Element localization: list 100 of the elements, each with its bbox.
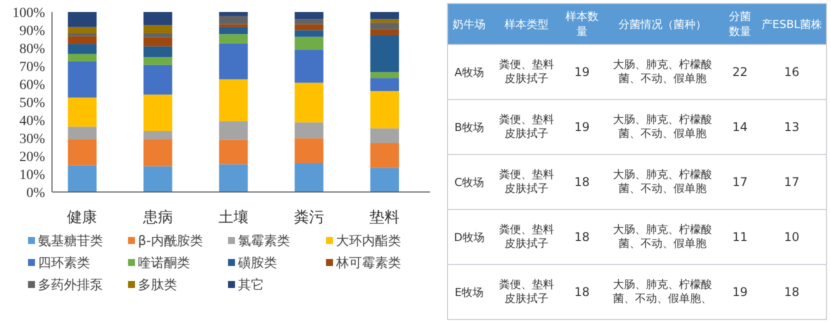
text: 19: [574, 120, 590, 134]
bar: [219, 16, 248, 24]
bar: [68, 165, 97, 192]
legend-label: 氯霉素类: [238, 234, 290, 249]
text: 大肠、肺克、柠檬酸菌、不动、假单胞、: [612, 278, 712, 305]
bar: [143, 46, 172, 58]
bar: [294, 24, 324, 30]
bar: [294, 50, 324, 83]
bar: [370, 22, 400, 30]
category-label: 分菌数量: [722, 4, 758, 44]
y-tick-label: 60%: [19, 78, 46, 93]
bar: [143, 130, 172, 140]
bar: [68, 33, 97, 36]
y-tick-label: 80%: [19, 42, 46, 57]
bar: [370, 78, 400, 92]
bar: [143, 139, 172, 166]
y-tick-label: 30%: [19, 132, 46, 147]
text: 19: [732, 285, 748, 299]
text: 19: [574, 65, 590, 79]
text: 22: [732, 65, 748, 79]
category-label: 样本数量: [562, 4, 602, 44]
bar: [294, 19, 324, 24]
bar: [294, 122, 324, 138]
category-label: 产ESBL菌株: [757, 4, 826, 44]
text: 18: [574, 230, 590, 244]
bar: [143, 166, 172, 192]
bar: [143, 37, 172, 46]
y-tick-label: 70%: [19, 60, 46, 75]
bar: [143, 94, 172, 131]
x-tick-label: 患病: [142, 208, 173, 226]
bar: [294, 138, 324, 164]
text: 大肠、肺克、柠檬酸菌、不动、假单胞: [612, 223, 712, 250]
legend-label: 其它: [238, 277, 264, 293]
y-tick-label: 10%: [19, 168, 46, 183]
bar: [68, 36, 97, 44]
bar: [219, 43, 248, 80]
text: 18: [574, 285, 590, 299]
text: A牧场: [454, 66, 484, 78]
bar: [143, 25, 172, 34]
bar: [370, 19, 400, 23]
x-tick-label: 土壤: [218, 208, 248, 226]
bar: [370, 168, 400, 192]
bar: [219, 12, 248, 16]
category-label: 样本类型: [490, 4, 562, 44]
legend-label: 喹诺酮类: [138, 256, 190, 271]
y-tick-label: 0%: [26, 186, 46, 201]
bar: [68, 62, 97, 98]
bar: [294, 12, 324, 20]
y-tick-label: 40%: [19, 114, 46, 129]
bar: [370, 91, 400, 128]
y-tick-label: 50%: [19, 96, 46, 111]
legend-label: 氨基糖苷类: [38, 234, 103, 249]
bar: [68, 139, 97, 166]
legend-label: 多药外排泵: [38, 278, 103, 293]
bar: [143, 57, 172, 65]
bar: [68, 26, 97, 34]
text: 粪便、垫料皮肤拭子: [498, 58, 554, 85]
text: 18: [784, 285, 800, 299]
text: 大肠、肺克、柠檬酸菌、不动、假单胞: [612, 113, 712, 140]
text: 13: [784, 120, 800, 134]
legend-label: 林可霉素类: [335, 256, 401, 271]
bar: [219, 34, 248, 44]
text: 粪便、垫料皮肤拭子: [498, 278, 554, 305]
bar: [219, 26, 248, 34]
text: 16: [784, 65, 800, 79]
text: 14: [732, 120, 748, 134]
text: 粪便、垫料皮肤拭子: [498, 113, 554, 140]
bar: [219, 164, 248, 192]
bar: [294, 30, 324, 37]
x-tick-label: 健康: [67, 208, 98, 226]
bar: [370, 29, 400, 36]
bar: [219, 140, 248, 164]
bar: [68, 54, 97, 62]
x-tick-label: 粪污: [294, 208, 324, 226]
bar: [370, 72, 400, 78]
bar: [219, 79, 248, 122]
bar: [294, 36, 324, 50]
text: 粪便、垫料皮肤拭子: [498, 223, 554, 250]
y-tick-label: 100%: [12, 6, 46, 21]
text: 18: [574, 175, 590, 189]
category-label: 分菌情况（菌种）: [602, 4, 723, 44]
text: 粪便、垫料皮肤拭子: [498, 168, 554, 195]
bar: [370, 143, 400, 168]
y-tick-label: 20%: [19, 150, 46, 165]
x-tick-label: 垫料: [370, 208, 400, 226]
legend-label: 多肽类: [138, 278, 177, 293]
bar: [294, 163, 324, 192]
legend-label: 磺胺类: [237, 256, 277, 271]
bar: [370, 128, 400, 144]
text: 大肠、肺克、柠檬酸菌、不动、假单胞: [612, 168, 712, 195]
text: 11: [732, 230, 748, 244]
bar: [68, 98, 97, 127]
bar: [219, 121, 248, 140]
bar: [68, 44, 97, 54]
text: B牧场: [454, 120, 484, 134]
bar: [68, 12, 97, 27]
text: C牧场: [454, 176, 484, 188]
legend-label: 大环内酯类: [336, 234, 401, 249]
bar: [143, 12, 172, 26]
text: D牧场: [454, 230, 484, 244]
